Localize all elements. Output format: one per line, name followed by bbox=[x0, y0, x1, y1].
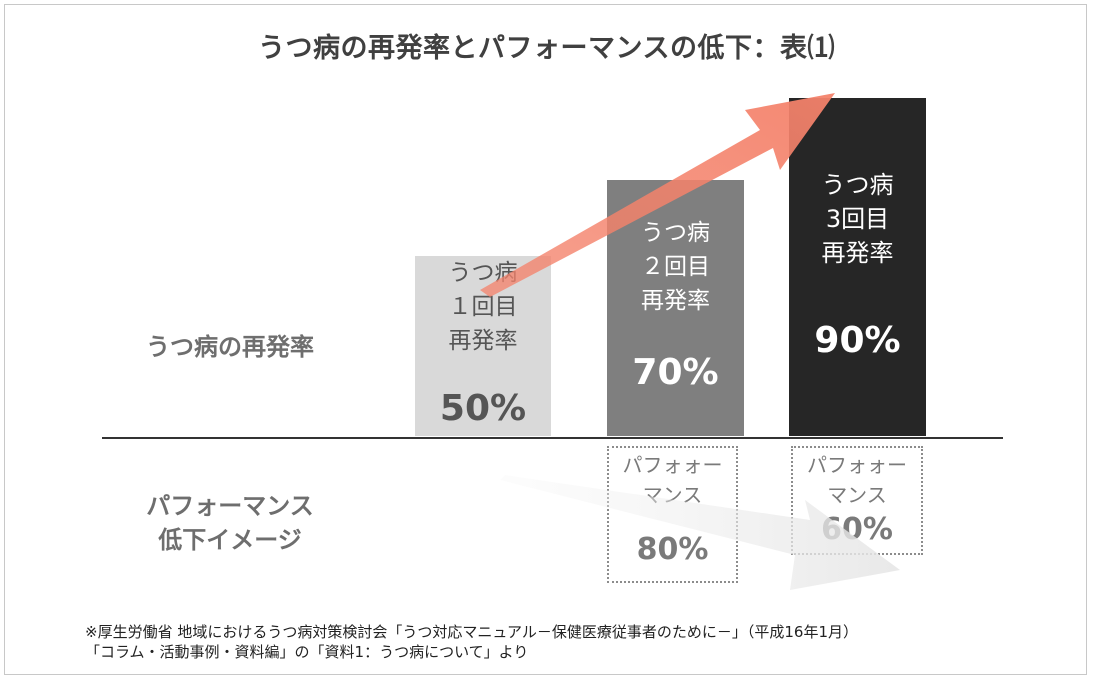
bar-label-line: 再発率 bbox=[641, 288, 710, 314]
baseline-divider bbox=[102, 437, 1003, 439]
performance-label: パフォォー マンス bbox=[793, 450, 921, 510]
bar-label-line: 3回目 bbox=[825, 205, 890, 233]
bar-label-line: 再発率 bbox=[821, 239, 894, 267]
performance-label-line: パフォォー bbox=[622, 453, 723, 477]
row-label-recurrence-text: うつ病の再発率 bbox=[146, 333, 314, 361]
bar-value-label: 90% bbox=[814, 320, 901, 361]
row-label-performance: パフォーマンス 低下イメージ bbox=[90, 489, 370, 557]
row-label-recurrence: うつ病の再発率 bbox=[90, 330, 370, 364]
bar-value-label: 70% bbox=[632, 352, 719, 393]
performance-label-line: マンス bbox=[827, 483, 887, 507]
footnote-line-1: ※厚生労働省 地域におけるうつ病対策検討会「うつ対応マニュアル－保健医療従事者の… bbox=[85, 623, 859, 641]
row-label-performance-line1: パフォーマンス bbox=[146, 492, 314, 520]
bar-label-line: １回目 bbox=[448, 294, 518, 320]
recurrence-trend-arrow bbox=[480, 93, 835, 297]
bar-label-line: うつ病 bbox=[641, 220, 710, 246]
bar-third-recurrence: うつ病 3回目 再発率 90% bbox=[789, 98, 926, 436]
bar-first-recurrence: うつ病 １回目 再発率 50% bbox=[415, 256, 551, 436]
bar-label: うつ病 ２回目 再発率 bbox=[607, 216, 744, 318]
source-footnote: ※厚生労働省 地域におけるうつ病対策検討会「うつ対応マニュアル－保健医療従事者の… bbox=[85, 622, 858, 662]
performance-decline-arrow bbox=[500, 475, 900, 590]
bar-label-line: ２回目 bbox=[641, 254, 710, 280]
bar-label: うつ病 3回目 再発率 bbox=[789, 168, 926, 270]
performance-box-second: パフォォー マンス 80% bbox=[607, 446, 738, 583]
bar-label-line: 再発率 bbox=[448, 328, 518, 354]
bar-value-label: 50% bbox=[439, 388, 527, 429]
row-label-performance-line2: 低下イメージ bbox=[158, 526, 302, 554]
performance-label-line: パフォォー bbox=[807, 453, 907, 477]
performance-value: 80% bbox=[636, 532, 709, 567]
chart-title: うつ病の再発率とパフォーマンスの低下：表⑴ bbox=[258, 33, 835, 64]
bar-label: うつ病 １回目 再発率 bbox=[415, 256, 551, 358]
footnote-line-2: 「コラム・活動事例・資料編」の「資料1：うつ病について」より bbox=[85, 643, 529, 661]
bar-label-line: うつ病 bbox=[821, 171, 894, 199]
